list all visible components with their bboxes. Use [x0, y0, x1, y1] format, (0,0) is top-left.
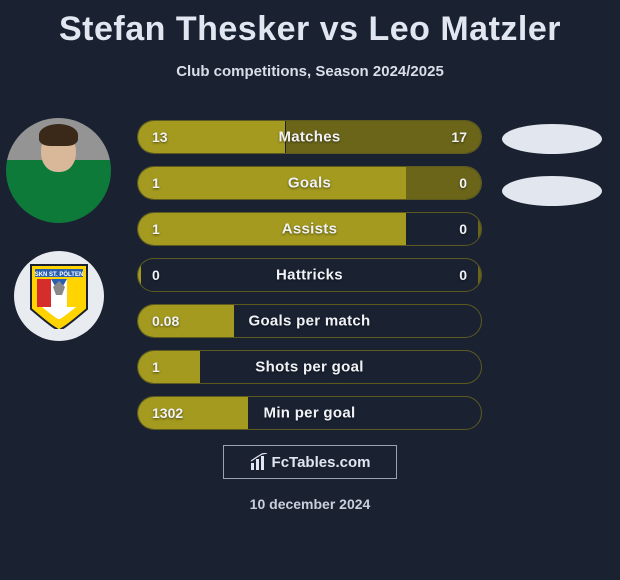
stat-row: 1 Shots per goal	[137, 350, 482, 384]
stat-bar-left	[138, 259, 141, 291]
stat-value-left: 0.08	[152, 313, 179, 329]
stat-label: Min per goal	[264, 405, 356, 422]
date-text: 10 december 2024	[250, 496, 371, 512]
page-title: Stefan Thesker vs Leo Matzler	[0, 0, 620, 49]
stat-label: Goals per match	[248, 313, 370, 330]
stat-value-right: 0	[459, 175, 467, 191]
club-badge-icon: SKN ST. PÖLTEN	[29, 263, 89, 329]
stat-bar-right	[478, 213, 481, 245]
svg-text:SKN ST. PÖLTEN: SKN ST. PÖLTEN	[35, 271, 84, 278]
stat-label: Goals	[288, 175, 331, 192]
subtitle: Club competitions, Season 2024/2025	[0, 63, 620, 80]
stat-value-right: 17	[451, 129, 467, 145]
stat-label: Hattricks	[276, 267, 343, 284]
stat-value-right: 0	[459, 221, 467, 237]
stat-bar-left	[138, 351, 200, 383]
stat-row: 0.08 Goals per match	[137, 304, 482, 338]
stat-bar-left	[138, 213, 406, 245]
stat-value-left: 1	[152, 175, 160, 191]
stat-row: 1 0 Assists	[137, 212, 482, 246]
player2-oval-2	[502, 176, 602, 206]
stat-bar-right	[478, 259, 481, 291]
stat-bar-right	[406, 167, 481, 199]
stat-value-left: 13	[152, 129, 168, 145]
logo-text: FcTables.com	[272, 454, 371, 471]
stat-bar-left	[138, 167, 406, 199]
fctables-logo[interactable]: FcTables.com	[223, 445, 397, 479]
stat-row: 1 0 Goals	[137, 166, 482, 200]
player2-avatar-area	[502, 124, 602, 228]
stat-row: 13 17 Matches	[137, 120, 482, 154]
stat-value-left: 1302	[152, 405, 183, 421]
stat-label: Assists	[282, 221, 337, 238]
stats-bars: 13 17 Matches 1 0 Goals 1 0 Assists 0 0 Hattricks 0.…	[137, 120, 482, 442]
stat-label: Shots per goal	[255, 359, 363, 376]
player1-avatar	[6, 118, 111, 223]
stat-row: 1302 Min per goal	[137, 396, 482, 430]
stat-row: 0 0 Hattricks	[137, 258, 482, 292]
left-avatars: SKN ST. PÖLTEN	[6, 118, 126, 341]
stat-value-left: 1	[152, 221, 160, 237]
club-badge-wrap: SKN ST. PÖLTEN	[14, 251, 104, 341]
stat-value-right: 0	[459, 267, 467, 283]
player2-oval-1	[502, 124, 602, 154]
stat-value-left: 0	[152, 267, 160, 283]
stat-label: Matches	[278, 129, 340, 146]
chart-icon	[250, 453, 268, 471]
stat-value-left: 1	[152, 359, 160, 375]
